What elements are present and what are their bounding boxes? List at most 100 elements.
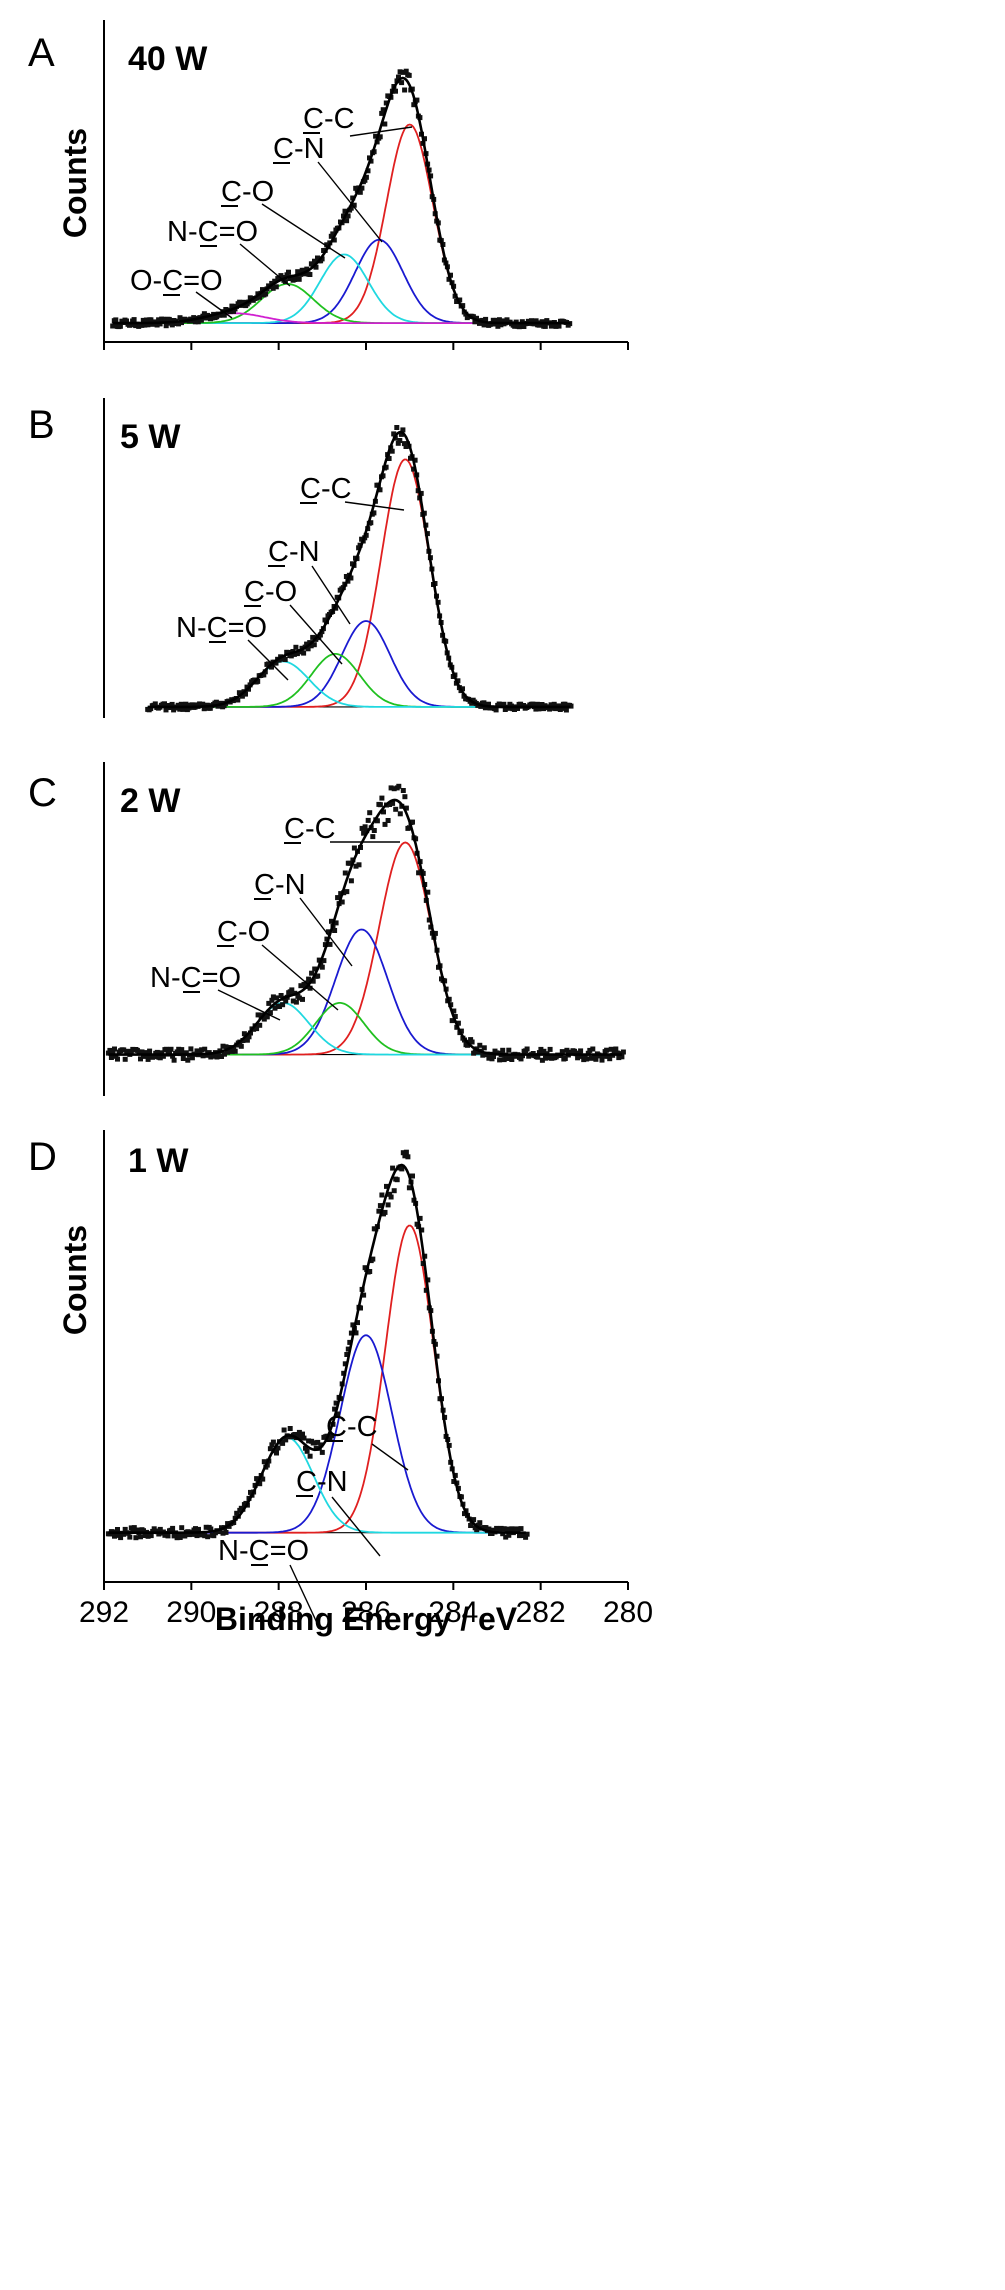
peak-label: C-N xyxy=(273,133,325,165)
data-point xyxy=(275,1445,281,1451)
leader-line xyxy=(317,161,383,243)
peak-label-suffix: -C xyxy=(305,813,336,845)
peak-label: C-N xyxy=(254,869,306,901)
data-point xyxy=(222,1051,227,1057)
data-point xyxy=(403,1149,409,1155)
data-point xyxy=(524,1531,530,1537)
peak-label: O-C=O xyxy=(130,265,223,297)
data-point xyxy=(307,272,313,277)
data-point xyxy=(381,809,386,815)
data-point xyxy=(255,1012,261,1018)
data-point xyxy=(180,1056,186,1061)
data-point xyxy=(386,456,392,461)
data-point xyxy=(241,299,247,305)
data-point xyxy=(319,964,325,970)
peak-label-suffix: =O xyxy=(270,1535,310,1567)
data-point xyxy=(551,701,557,707)
data-point xyxy=(368,520,374,526)
data-point xyxy=(521,703,527,708)
data-point xyxy=(393,806,399,812)
peak-label-carbon: C xyxy=(296,1466,317,1498)
data-point xyxy=(201,311,207,317)
data-point xyxy=(397,438,403,443)
data-point xyxy=(379,795,385,801)
data-point xyxy=(451,1479,457,1484)
data-point xyxy=(394,1177,400,1183)
data-point xyxy=(151,1054,157,1059)
data-point xyxy=(423,1287,429,1293)
data-point xyxy=(348,575,354,581)
peak-label: N-C=O xyxy=(176,612,267,644)
data-point xyxy=(286,269,291,275)
data-point xyxy=(543,1055,548,1061)
data-point xyxy=(308,643,314,649)
data-point xyxy=(365,168,371,174)
data-point xyxy=(363,174,369,180)
data-point xyxy=(410,819,415,825)
data-point xyxy=(547,706,553,712)
data-point xyxy=(194,1048,200,1054)
data-point xyxy=(223,1044,229,1050)
data-point xyxy=(482,705,488,711)
data-point xyxy=(593,1056,599,1062)
leader-line xyxy=(331,1496,381,1557)
data-point xyxy=(477,1042,483,1048)
data-point xyxy=(367,810,373,816)
data-point xyxy=(302,271,308,277)
peak-label: C-O xyxy=(217,916,270,948)
data-point xyxy=(112,1046,117,1052)
data-point xyxy=(385,1202,391,1208)
data-point xyxy=(134,1527,140,1533)
data-point xyxy=(458,1494,464,1500)
x-tick-label: 282 xyxy=(516,1596,566,1629)
panel-letter: D xyxy=(28,1135,57,1179)
data-point xyxy=(163,1046,169,1052)
data-point xyxy=(420,1261,426,1266)
data-point xyxy=(312,966,318,972)
peak-label-prefix: N- xyxy=(218,1535,249,1567)
data-point xyxy=(335,895,341,901)
data-point xyxy=(601,1053,606,1059)
data-point xyxy=(604,1047,610,1053)
data-point xyxy=(306,1438,312,1444)
data-point xyxy=(419,1227,425,1233)
data-point xyxy=(219,1054,224,1059)
panel-letter: C xyxy=(28,771,57,815)
data-point xyxy=(313,264,319,270)
data-point xyxy=(483,1525,489,1531)
data-point xyxy=(399,80,405,86)
data-point xyxy=(584,1056,590,1062)
peak-label-carbon: C xyxy=(217,916,238,948)
data-point xyxy=(305,646,311,652)
peak-label-carbon: C xyxy=(284,813,305,845)
data-point xyxy=(143,317,149,323)
data-point xyxy=(163,707,169,713)
data-point xyxy=(331,237,337,243)
data-point xyxy=(177,706,183,712)
data-point xyxy=(105,1050,111,1056)
data-point xyxy=(365,817,371,823)
data-point xyxy=(244,1037,250,1043)
data-point xyxy=(284,272,290,278)
data-point xyxy=(417,1215,423,1221)
data-point xyxy=(599,1057,605,1063)
data-point xyxy=(425,889,431,895)
data-point xyxy=(229,303,235,309)
data-point xyxy=(189,702,195,708)
data-point xyxy=(279,275,285,280)
data-point xyxy=(575,1055,581,1061)
data-point xyxy=(515,1527,521,1533)
data-point xyxy=(559,705,565,711)
component-curve-c-o xyxy=(108,1002,622,1056)
data-point xyxy=(237,299,243,305)
data-point xyxy=(170,1053,176,1059)
data-point xyxy=(367,155,372,161)
data-point xyxy=(274,995,279,1001)
data-point xyxy=(200,701,206,707)
data-point xyxy=(362,177,368,183)
data-point xyxy=(403,805,409,811)
data-point xyxy=(518,1526,524,1532)
data-point xyxy=(348,205,354,211)
data-point xyxy=(214,314,220,320)
data-point xyxy=(578,1048,584,1054)
